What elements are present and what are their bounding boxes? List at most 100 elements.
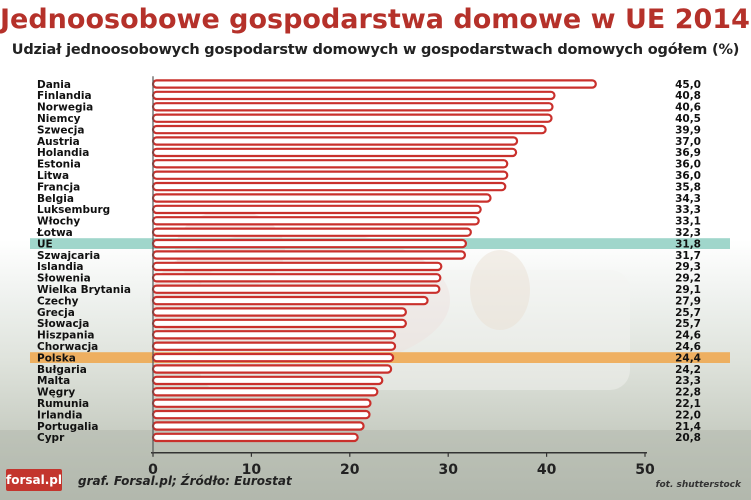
- bar: [151, 273, 442, 283]
- bar: [151, 227, 472, 237]
- chart-subtitle: Udział jednoosobowych gospodarstw domowy…: [11, 42, 740, 58]
- category-label: Cypr: [37, 432, 65, 444]
- category-label: Estonia: [37, 159, 81, 171]
- value-label: 22,8: [675, 387, 701, 399]
- category-label: Wielka Brytania: [37, 284, 131, 296]
- category-label: Portugalia: [37, 421, 98, 433]
- value-label: 25,7: [675, 307, 701, 319]
- x-axis-ticks: 0 10 20 30 40 50: [148, 452, 655, 478]
- bar: [151, 318, 407, 329]
- category-labels: DaniaFinlandiaNorwegiaNiemcySzwecjaAustr…: [36, 79, 131, 444]
- category-label: Hiszpania: [37, 330, 95, 342]
- bar: [151, 364, 393, 374]
- x-tick-label: 50: [635, 462, 655, 478]
- bar: [151, 216, 480, 226]
- bar: [151, 341, 397, 351]
- x-tick-label: 10: [242, 462, 262, 478]
- bar: [151, 398, 372, 408]
- category-label: Łotwa: [36, 227, 73, 239]
- bar: [151, 181, 507, 192]
- value-label: 23,3: [675, 375, 701, 387]
- bar: [151, 147, 518, 158]
- bar: [151, 409, 371, 420]
- value-label: 29,2: [675, 273, 701, 285]
- bar: [151, 102, 554, 112]
- value-label: 40,6: [675, 102, 701, 114]
- bar: [151, 432, 359, 443]
- value-label: 24,6: [675, 341, 701, 353]
- value-label: 24,4: [675, 352, 701, 364]
- category-label: Polska: [37, 352, 76, 364]
- category-label: Finlandia: [37, 90, 92, 102]
- value-label: 37,0: [675, 136, 701, 148]
- value-label: 22,1: [675, 398, 701, 410]
- value-label: 29,1: [675, 284, 701, 296]
- bar: [151, 90, 556, 101]
- bar: [151, 330, 397, 340]
- category-label: Francja: [37, 181, 80, 193]
- category-label: Słowenia: [37, 273, 91, 285]
- value-label: 22,0: [675, 409, 701, 421]
- value-label: 33,3: [675, 204, 701, 216]
- bar: [151, 79, 597, 89]
- category-label: Słowacja: [37, 318, 89, 330]
- bar: [151, 307, 407, 317]
- category-label: Grecja: [37, 307, 75, 319]
- value-label: 24,2: [675, 364, 701, 376]
- value-label: 33,1: [675, 216, 701, 228]
- category-label: UE: [37, 238, 53, 250]
- category-label: Belgia: [37, 193, 74, 205]
- value-label: 31,8: [675, 238, 701, 250]
- photo-credit: fot. shutterstock: [655, 480, 741, 490]
- category-label: Węgry: [37, 387, 75, 399]
- value-label: 36,0: [675, 159, 701, 171]
- value-label: 24,6: [675, 330, 701, 342]
- category-label: Czechy: [37, 295, 79, 307]
- category-label: Austria: [37, 136, 80, 148]
- category-label: Szwajcaria: [37, 250, 100, 262]
- value-label: 29,3: [675, 261, 701, 273]
- value-label: 36,9: [675, 147, 701, 159]
- value-label: 45,0: [675, 79, 701, 91]
- bar: [151, 113, 553, 123]
- x-tick-label: 0: [148, 462, 158, 478]
- x-tick-label: 40: [537, 462, 557, 478]
- value-label: 32,3: [675, 227, 701, 239]
- x-tick-label: 30: [438, 462, 458, 478]
- bar: [151, 136, 519, 146]
- bar: [151, 204, 482, 215]
- value-label: 31,7: [675, 250, 701, 262]
- bar: [151, 387, 379, 397]
- category-label: Norwegia: [37, 102, 93, 114]
- value-label: 40,8: [675, 90, 701, 102]
- category-label: Chorwacja: [37, 341, 98, 353]
- bar: [151, 284, 441, 294]
- bar: [151, 421, 365, 431]
- value-label: 20,8: [675, 432, 701, 444]
- category-label: Bułgaria: [37, 364, 87, 376]
- x-tick-label: 20: [340, 462, 360, 478]
- category-label: Islandia: [37, 261, 84, 273]
- value-labels: 45,040,840,640,539,937,036,936,036,035,8…: [675, 79, 701, 444]
- value-label: 39,9: [675, 124, 701, 136]
- value-label: 21,4: [675, 421, 701, 433]
- chart-title: Jednoosobowe gospodarstwa domowe w UE 20…: [0, 4, 751, 35]
- value-label: 27,9: [675, 295, 701, 307]
- bar: [151, 193, 492, 203]
- bar: [151, 170, 509, 180]
- category-label: Malta: [37, 375, 70, 387]
- bar: [151, 159, 509, 169]
- category-label: Litwa: [37, 170, 69, 182]
- bars: [151, 79, 597, 443]
- category-label: Irlandia: [37, 409, 82, 421]
- bar: [151, 295, 429, 306]
- category-label: Luksemburg: [37, 204, 110, 216]
- value-label: 40,5: [675, 113, 701, 125]
- bar: [151, 124, 547, 135]
- category-label: Rumunia: [37, 398, 89, 410]
- source-note: graf. Forsal.pl; Źródło: Eurostat: [78, 474, 292, 488]
- value-label: 25,7: [675, 318, 701, 330]
- forsal-logo: forsal.pl: [6, 469, 62, 491]
- category-label: Dania: [37, 79, 71, 91]
